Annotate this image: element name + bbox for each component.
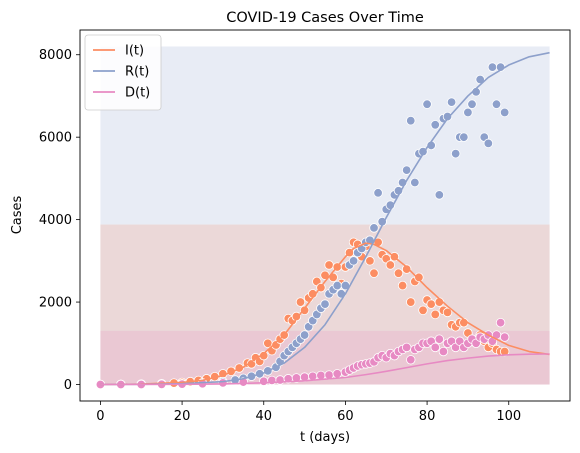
x-axis: 0 20 40 60 80 100: [96, 401, 521, 424]
plot-frame: [79, 29, 571, 402]
point-2-56: [495, 317, 506, 328]
point-0-59: [430, 309, 440, 320]
point-0-52: [401, 264, 412, 274]
plot-area: [95, 46, 550, 390]
y-tick-label-2: 4000: [39, 213, 72, 228]
point-2-40: [430, 342, 440, 353]
point-2-57: [499, 332, 510, 342]
curve-group-1: [100, 51, 550, 386]
y-tick-label-0: 0: [64, 378, 72, 393]
point-1-68: [499, 107, 510, 118]
chart-title: COVID-19 Cases Over Time: [226, 10, 424, 26]
point-2-8: [259, 376, 269, 386]
x-tick-label-2: 40: [255, 409, 272, 424]
legend-label-1: R(t): [125, 65, 149, 80]
legend-label-2: D(t): [125, 86, 150, 101]
curve-2: [100, 353, 550, 386]
point-0-58: [426, 299, 436, 309]
point-1-55: [446, 97, 457, 107]
point-2-17: [332, 369, 342, 379]
y-axis-label: Cases: [10, 195, 25, 234]
point-1-44: [401, 165, 412, 175]
point-1-46: [410, 177, 420, 188]
point-1-65: [487, 62, 498, 72]
point-1-56: [450, 148, 461, 159]
point-1-19: [299, 330, 310, 340]
point-0-56: [418, 305, 428, 316]
x-tick-label-4: 80: [419, 409, 436, 424]
x-tick-label-0: 0: [96, 409, 104, 424]
point-1-27: [332, 280, 342, 291]
x-axis-label: t (days): [300, 430, 350, 445]
point-2-6: [218, 378, 228, 388]
x-tick-label-5: 100: [496, 409, 521, 424]
curve-group-0: [100, 242, 550, 386]
point-0-26: [295, 297, 306, 307]
curve-0: [100, 242, 550, 386]
point-0-44: [369, 268, 379, 278]
curve-group-2: [100, 353, 550, 386]
point-1-36: [369, 223, 379, 233]
legend: I(t) R(t) D(t): [84, 34, 162, 111]
point-1-58: [459, 132, 469, 142]
point-1-59: [463, 107, 473, 118]
point-1-54: [442, 111, 453, 122]
point-1-52: [434, 190, 445, 200]
point-0-50: [393, 268, 404, 278]
curve-1: [100, 51, 550, 386]
point-0-27: [299, 305, 310, 316]
point-1-64: [483, 138, 494, 149]
point-0-25: [291, 311, 302, 322]
point-2-41: [434, 334, 445, 344]
y-tick-label-1: 2000: [39, 296, 72, 311]
legend-label-0: I(t): [125, 44, 144, 59]
point-1-45: [406, 115, 416, 126]
point-1-31: [348, 256, 359, 266]
point-0-43: [365, 256, 375, 266]
point-0-51: [397, 280, 408, 291]
point-2-33: [401, 342, 412, 353]
point-2-42: [438, 346, 449, 357]
point-1-66: [491, 99, 502, 109]
point-0-55: [414, 272, 424, 283]
point-0-33: [324, 260, 334, 270]
y-axis: 0 2000 4000 6000 8000: [39, 48, 80, 393]
point-1-37: [373, 188, 383, 198]
point-1-49: [422, 99, 432, 109]
point-2-34: [406, 355, 416, 365]
point-0-62: [442, 307, 453, 318]
point-1-51: [430, 120, 440, 130]
point-0-48: [385, 260, 396, 270]
point-1-24: [320, 299, 330, 309]
point-0-53: [406, 297, 416, 307]
y-tick-label-4: 8000: [39, 48, 72, 63]
x-tick-label-3: 60: [337, 409, 354, 424]
x-tick-label-1: 20: [174, 409, 191, 424]
point-1-60: [467, 99, 477, 109]
y-tick-label-3: 6000: [39, 131, 72, 146]
